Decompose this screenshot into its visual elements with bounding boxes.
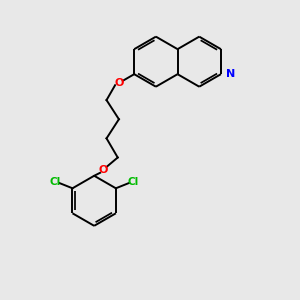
Text: O: O xyxy=(114,78,124,88)
Text: Cl: Cl xyxy=(49,177,61,187)
Text: N: N xyxy=(226,69,236,79)
Text: O: O xyxy=(98,165,108,175)
Text: Cl: Cl xyxy=(128,177,139,187)
